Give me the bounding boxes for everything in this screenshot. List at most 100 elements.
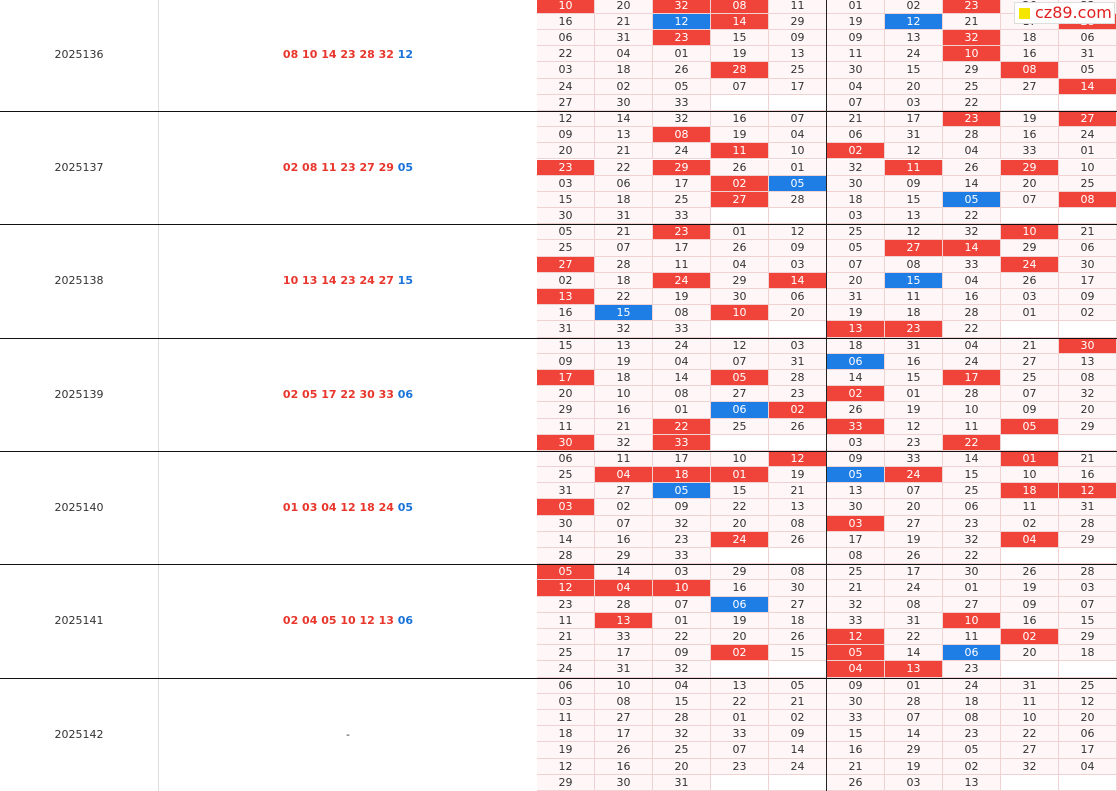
empty-cell: [711, 208, 769, 225]
cell: 09: [827, 677, 885, 694]
cell: 22: [595, 289, 653, 306]
cell: 31: [885, 127, 943, 144]
cell: 04: [653, 353, 711, 370]
cell: 08: [1001, 62, 1059, 79]
cell: 32: [653, 515, 711, 532]
cell: 20: [711, 629, 769, 646]
cell: 05: [537, 224, 595, 241]
cell: 20: [653, 758, 711, 775]
cell: 30: [1059, 337, 1117, 354]
cell: 13: [827, 321, 885, 338]
cell: 09: [769, 240, 827, 257]
cell: 05: [1059, 62, 1117, 79]
cell: 09: [653, 499, 711, 516]
cell: 12: [769, 450, 827, 468]
empty-cell: [711, 321, 769, 338]
cell: 04: [711, 256, 769, 273]
cell: 18: [595, 191, 653, 209]
cell: 26: [769, 531, 827, 549]
cell: 23: [653, 224, 711, 241]
cell: 31: [885, 612, 943, 629]
cell: 19: [711, 127, 769, 144]
cell: 17: [769, 78, 827, 95]
cell: 20: [769, 305, 827, 322]
cell: 09: [885, 175, 943, 192]
cell: 02: [827, 143, 885, 160]
main-numbers: -: [346, 727, 350, 741]
main-numbers: 10 13 14 23 24 27: [282, 274, 394, 288]
cell: 04: [595, 467, 653, 484]
cell: 07: [1059, 596, 1117, 613]
cell: 24: [885, 467, 943, 484]
empty-cell: [769, 661, 827, 678]
cell: 19: [711, 612, 769, 629]
main-numbers: 08 10 14 23 28 32: [282, 47, 394, 61]
cell: 06: [711, 596, 769, 613]
cell: 33: [595, 629, 653, 646]
cell: 11: [827, 46, 885, 63]
special-number: 12: [397, 47, 414, 61]
cell: 15: [769, 645, 827, 662]
cell: 08: [653, 127, 711, 144]
period: 2025137: [54, 160, 104, 174]
cell: 21: [943, 13, 1001, 30]
cell: 18: [827, 191, 885, 209]
cell: 31: [537, 483, 595, 500]
cell: 12: [827, 629, 885, 646]
cell: 20: [711, 515, 769, 532]
cell: 04: [1001, 531, 1059, 549]
cell: 25: [711, 418, 769, 435]
empty-cell: [1059, 548, 1117, 565]
cell: 06: [537, 677, 595, 694]
cell: 01: [653, 612, 711, 629]
cell: 14: [943, 240, 1001, 257]
cell: 28: [943, 127, 1001, 144]
row-separator: [0, 224, 1117, 226]
cell: 27: [711, 191, 769, 209]
cell: 33: [885, 450, 943, 468]
cell: 19: [653, 289, 711, 306]
cell: 12: [537, 758, 595, 775]
cell: 06: [827, 127, 885, 144]
cell: 30: [537, 208, 595, 225]
cell: 25: [653, 191, 711, 209]
cell: 29: [653, 159, 711, 176]
cell: 14: [653, 369, 711, 387]
cell: 22: [653, 629, 711, 646]
cell: 32: [653, 110, 711, 128]
cell: 13: [885, 661, 943, 678]
main-numbers: 02 04 05 10 12 13: [282, 614, 394, 628]
cell: 01: [1001, 450, 1059, 468]
cell: 05: [943, 191, 1001, 209]
cell: 16: [885, 353, 943, 370]
cell: 13: [537, 289, 595, 306]
cell: 06: [943, 499, 1001, 516]
cell: 21: [827, 110, 885, 128]
cell: 23: [943, 110, 1001, 128]
cell: 25: [769, 62, 827, 79]
period: 2025139: [54, 387, 104, 401]
cell: 02: [595, 499, 653, 516]
cell: 21: [595, 143, 653, 160]
cell: 25: [943, 483, 1001, 500]
cell: 31: [1001, 677, 1059, 694]
cell: 25: [537, 240, 595, 257]
cell: 06: [1059, 726, 1117, 743]
cell: 26: [827, 774, 885, 791]
cell: 26: [769, 418, 827, 435]
cell: 28: [711, 62, 769, 79]
cell: 24: [943, 677, 1001, 694]
cell: 21: [827, 758, 885, 775]
cell: 21: [1059, 224, 1117, 241]
cell: 18: [827, 337, 885, 354]
cell: 19: [1001, 110, 1059, 128]
cell: 12: [537, 110, 595, 128]
cell: 22: [943, 94, 1001, 111]
cell: 09: [1059, 289, 1117, 306]
cell: 24: [769, 758, 827, 775]
cell: 21: [595, 13, 653, 30]
cell: 19: [537, 742, 595, 759]
cell: 03: [769, 337, 827, 354]
cell: 26: [711, 159, 769, 176]
cell: 02: [711, 645, 769, 662]
